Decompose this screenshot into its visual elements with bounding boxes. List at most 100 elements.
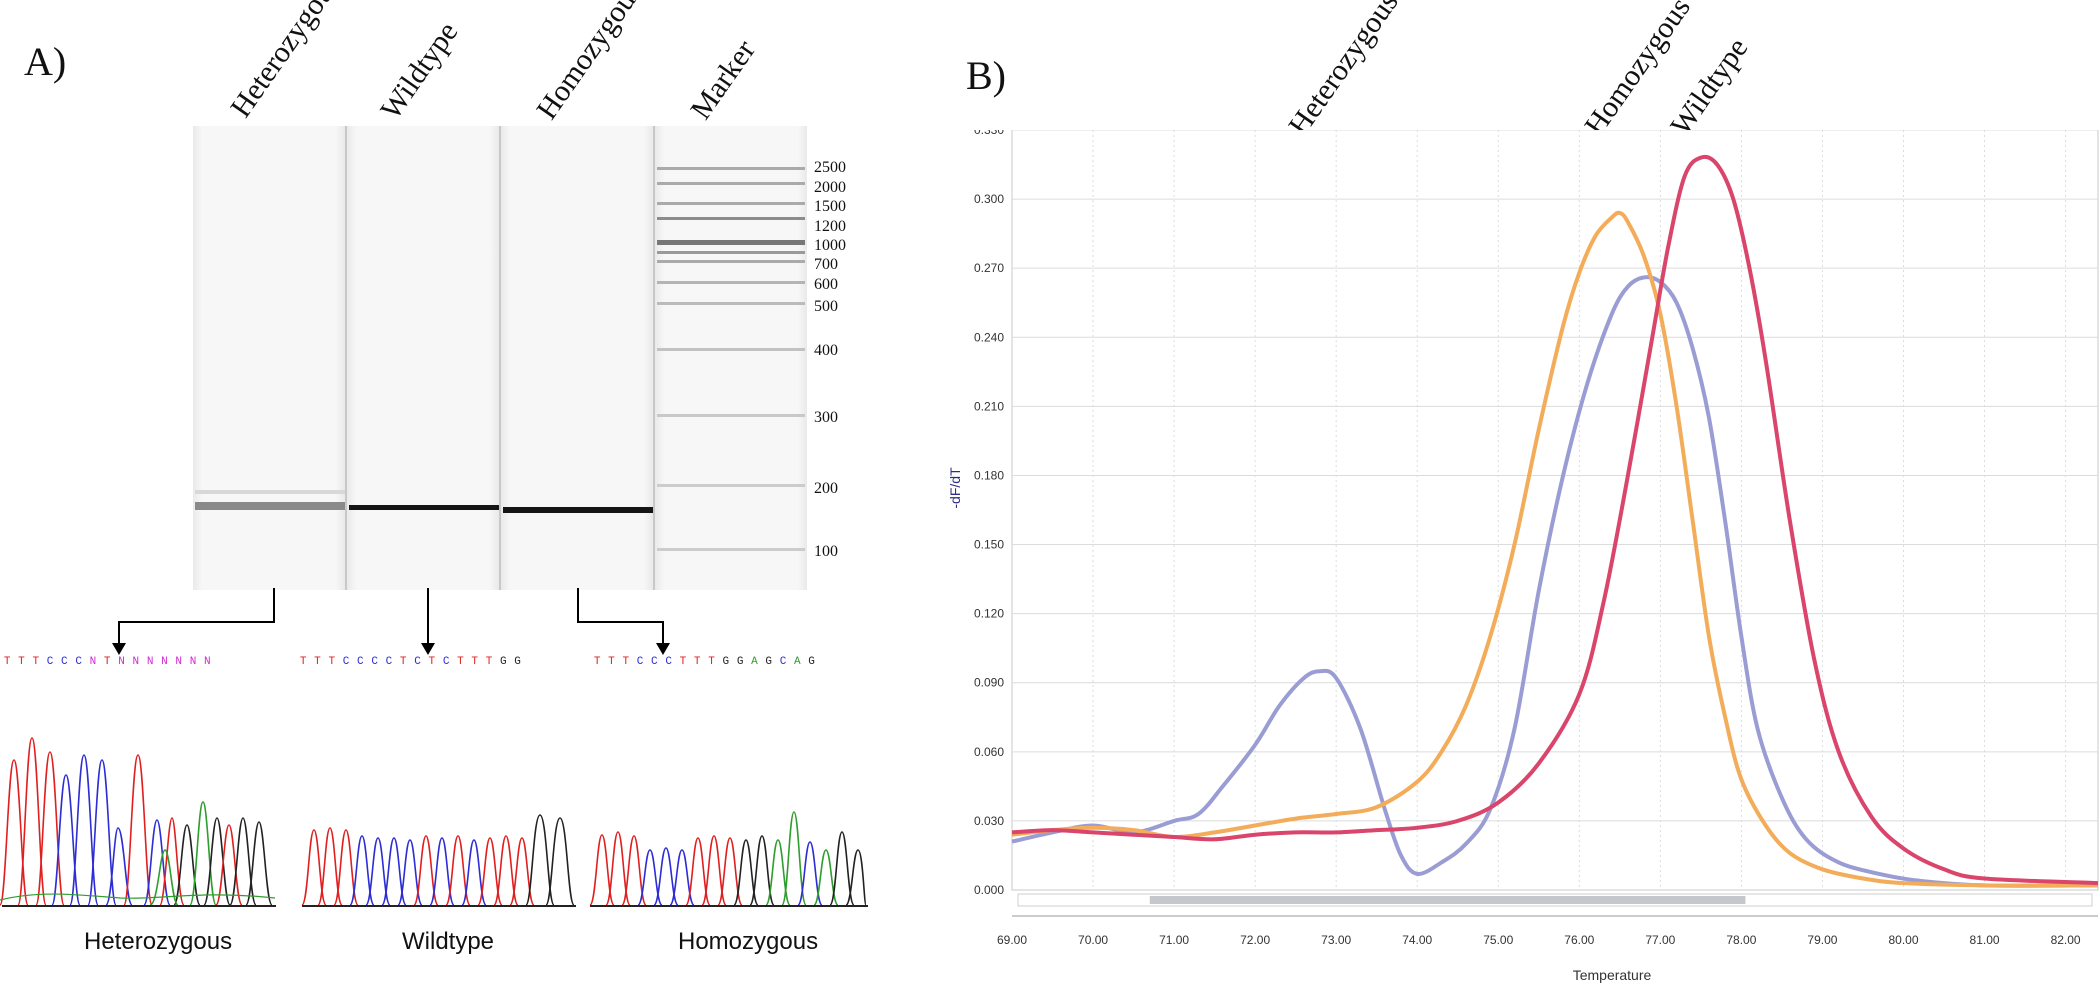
sequence-base: T <box>593 656 601 668</box>
sequence-base: A <box>751 656 758 668</box>
panel-b-label: B) <box>966 53 1006 98</box>
y-tick-label: 0.150 <box>974 538 1004 552</box>
sequence-base: N <box>132 656 140 668</box>
marker-size-label: 700 <box>814 256 838 273</box>
chromatogram-homozygous <box>589 811 867 906</box>
sequence-base: C <box>636 656 644 668</box>
y-tick-label: 0.060 <box>974 745 1004 759</box>
sequence-base: T <box>328 656 336 668</box>
marker-size-label: 500 <box>814 298 838 315</box>
sequence-base: N <box>118 656 125 668</box>
sequence-base: T <box>679 656 687 668</box>
y-tick-label: 0.270 <box>974 261 1004 275</box>
sequence-base: T <box>299 656 307 668</box>
x-tick-label: 75.00 <box>1483 933 1513 947</box>
sequence-base: T <box>693 656 701 668</box>
melt-curve-chart: 0.000 0.030 0.060 0.090 0.120 0.150 0.180 0.210… <box>947 130 2099 983</box>
marker-size-label: 2000 <box>814 179 846 196</box>
y-tick-label: 0.090 <box>974 676 1004 690</box>
gel-lane-marker <box>655 126 807 590</box>
sequence-base: N <box>175 656 183 668</box>
y-tick-label: 0.240 <box>974 330 1004 344</box>
x-tick-label: 80.00 <box>1888 933 1918 947</box>
y-tick-label: 0.300 <box>974 192 1004 206</box>
sequence-base: A <box>794 656 801 668</box>
sequence-base: N <box>189 656 197 668</box>
sequence-base: N <box>146 656 154 668</box>
sequence-base: C <box>357 656 364 668</box>
melt-curve-series-1 <box>1011 275 2099 888</box>
sequence-base: N <box>161 656 168 668</box>
marker-size-label: 1000 <box>814 237 846 254</box>
x-tick-label: 78.00 <box>1726 933 1756 947</box>
peak-label-wildtype: Wildtype <box>1664 32 1755 142</box>
y-tick-label: 0.030 <box>974 814 1004 828</box>
marker-size-label: 200 <box>814 480 838 497</box>
lane-label-heterozygous: Heterozygous <box>224 0 347 124</box>
marker-ladder <box>657 167 805 551</box>
sequence-base: C <box>442 656 450 668</box>
x-tick-label: 70.00 <box>1078 933 1108 947</box>
sequence-base: G <box>808 656 815 668</box>
sequence-base: T <box>32 656 40 668</box>
y-tick-label: 0.120 <box>974 607 1004 621</box>
sequence-base: C <box>342 656 350 668</box>
sequence-base: T <box>708 656 715 668</box>
sequence-base: C <box>371 656 378 668</box>
y-tick-label: 0.330 <box>974 130 1004 137</box>
marker-size-label: 600 <box>814 276 838 293</box>
sequence-base: C <box>61 656 68 668</box>
sequence-base: C <box>665 656 672 668</box>
sequence-base: T <box>18 656 25 668</box>
sequence-base: T <box>428 656 436 668</box>
band-wildtype <box>349 505 499 510</box>
panel-a-label: A) <box>24 39 67 84</box>
trace-caption-heterozygous: Heterozygous <box>84 928 233 955</box>
marker-size-label: 300 <box>814 409 838 426</box>
sequence-base: C <box>651 656 658 668</box>
marker-size-label: 1500 <box>814 198 846 215</box>
sequence-base: N <box>89 656 97 668</box>
chromatogram-wildtype <box>301 814 575 906</box>
gel-lane-wildtype <box>347 126 499 590</box>
marker-size-label: 400 <box>814 342 838 359</box>
sequence-base: C <box>779 656 787 668</box>
sequence-base: C <box>414 656 421 668</box>
x-tick-label: 71.00 <box>1159 933 1189 947</box>
y-axis-label: -dF/dT <box>947 467 963 509</box>
sequence-base: T <box>3 656 11 668</box>
sequence-base: T <box>314 656 321 668</box>
band-homozygous <box>503 507 653 513</box>
sequence-base: T <box>608 656 615 668</box>
sequence-base: G <box>722 656 730 668</box>
sequence-base: T <box>103 656 111 668</box>
gel-lane-heterozygous <box>193 126 345 590</box>
sequence-base: N <box>204 656 211 668</box>
lane-label-marker: Marker <box>684 34 762 126</box>
sequence-base: G <box>736 656 744 668</box>
sequence-base: C <box>75 656 82 668</box>
x-tick-label: 81.00 <box>1970 933 2000 947</box>
peak-label-heterozygous: Heterozygous <box>1282 0 1405 142</box>
y-tick-label: 0.210 <box>974 399 1004 413</box>
lane-label-homozygous: Homozygous <box>530 0 649 126</box>
sequence-base: G <box>765 656 773 668</box>
x-axis-label: Temperature <box>1573 967 1652 983</box>
trace-caption-homozygous: Homozygous <box>678 928 819 955</box>
sequence-base: G <box>500 656 507 668</box>
gel-image <box>193 126 807 590</box>
x-tick-label: 69.00 <box>997 933 1027 947</box>
marker-size-label: 100 <box>814 543 838 560</box>
y-tick-label: 0.180 <box>974 468 1004 482</box>
range-slider-handle[interactable] <box>1149 896 1746 904</box>
sequence-base: C <box>385 656 393 668</box>
sequence-base: C <box>46 656 54 668</box>
trace-caption-wildtype: Wildtype <box>402 928 495 955</box>
chromatogram-heterozygous <box>0 737 276 906</box>
sequence-base: T <box>485 656 493 668</box>
sequence-base: T <box>471 656 479 668</box>
